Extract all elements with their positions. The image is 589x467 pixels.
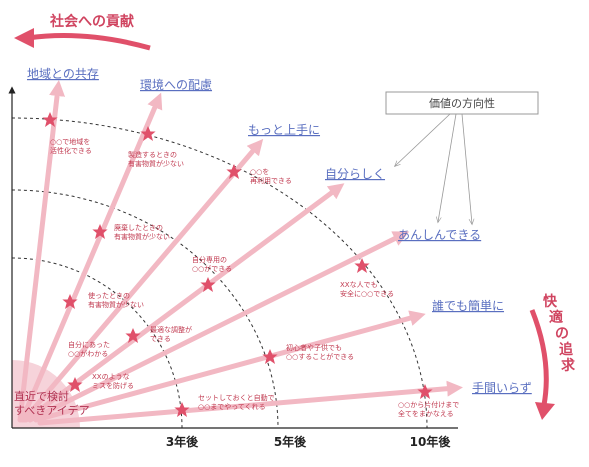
annotation: 最適な調整ができる bbox=[150, 325, 192, 343]
legend-pointer-2 bbox=[438, 113, 457, 222]
star-icon bbox=[92, 224, 108, 239]
legend-pointer-3 bbox=[461, 113, 472, 224]
social-contribution-title: 社会への貢献 bbox=[49, 13, 134, 30]
star-icon bbox=[417, 384, 433, 399]
star-icon bbox=[262, 349, 278, 364]
comfort-pursuit-arrow bbox=[529, 309, 549, 406]
arrow-temainai bbox=[37, 380, 463, 426]
star-icon bbox=[42, 112, 58, 127]
arrow-anshin bbox=[27, 231, 410, 423]
svg-text:追: 追 bbox=[559, 341, 573, 358]
idea-annotations: ○○で地域を活性化できる 製造するときの有害物質が少ない ○○を再利用できる 廃… bbox=[50, 137, 459, 418]
arc-10-years bbox=[11, 117, 428, 429]
x-tick-10-years: 10年後 bbox=[410, 434, 452, 449]
star-icon bbox=[125, 328, 141, 343]
annotation: ○○から片付けまで全てをまかなえる bbox=[398, 400, 459, 418]
x-tick-5-years: 5年後 bbox=[274, 434, 307, 449]
annotation: 自分専用の○○ができる bbox=[192, 255, 232, 273]
annotation: ○○で地域を活性化できる bbox=[50, 137, 92, 155]
svg-text:の: の bbox=[555, 326, 569, 342]
direction-label-chiiki: 地域との共存 bbox=[27, 67, 99, 81]
star-icon bbox=[174, 402, 190, 417]
annotation: 使ったときの有害物質が少ない bbox=[88, 291, 144, 309]
legend-box-label: 価値の方向性 bbox=[429, 96, 495, 110]
svg-text:快: 快 bbox=[543, 293, 558, 310]
direction-arrows bbox=[17, 80, 463, 426]
annotation: セットしておくと自動で○○までやってくれる bbox=[198, 393, 275, 411]
arc-5-years bbox=[11, 189, 279, 429]
star-icon bbox=[62, 294, 78, 309]
comfort-pursuit-arrowhead bbox=[535, 402, 555, 420]
idea-stars bbox=[42, 112, 433, 417]
direction-label-jibun: 自分らしく bbox=[325, 167, 385, 181]
direction-label-kankyo: 環境への配慮 bbox=[140, 77, 212, 92]
annotation: ○○を再利用できる bbox=[250, 168, 292, 185]
annotation: 製造するときの有害物質が少ない bbox=[128, 150, 184, 168]
legend-pointer-1 bbox=[395, 113, 451, 166]
social-contribution-arrow bbox=[27, 33, 151, 51]
annotation: XXな人でも安全に○○できる bbox=[340, 281, 394, 298]
arrow-motto bbox=[21, 138, 264, 423]
annotation: XXのようなミスを防げる bbox=[92, 373, 134, 390]
arrow-kankyo bbox=[19, 92, 163, 423]
star-icon bbox=[67, 377, 83, 392]
direction-label-motto: もっと上手に bbox=[248, 123, 320, 137]
star-icon bbox=[354, 258, 370, 273]
star-icon bbox=[226, 164, 242, 179]
star-icon bbox=[140, 126, 156, 141]
direction-label-daredemo: 誰でも簡単に bbox=[432, 298, 504, 313]
star-icon bbox=[200, 277, 216, 292]
arrow-chiiki bbox=[17, 80, 66, 423]
annotation: 廃棄したときの有害物質が少ない bbox=[114, 223, 170, 241]
annotation: 自分にあった○○がわかる bbox=[68, 340, 110, 358]
arc-3-years bbox=[11, 257, 183, 429]
arrow-jibun bbox=[23, 183, 345, 423]
svg-text:適: 適 bbox=[549, 309, 563, 326]
direction-label-temainai: 手間いらず bbox=[472, 381, 532, 395]
social-contribution-arrowhead bbox=[14, 28, 34, 48]
comfort-pursuit-title: 快 適 の 追 求 bbox=[543, 293, 576, 374]
x-tick-3-years: 3年後 bbox=[166, 434, 199, 449]
annotation: 初心者や子供でも○○することができる bbox=[286, 343, 354, 361]
svg-text:求: 求 bbox=[561, 357, 576, 374]
origin-label: 直近で検討すべきアイデア bbox=[14, 389, 90, 417]
direction-label-anshin: あんしんできる bbox=[398, 228, 481, 242]
arrow-daredemo bbox=[33, 310, 426, 423]
